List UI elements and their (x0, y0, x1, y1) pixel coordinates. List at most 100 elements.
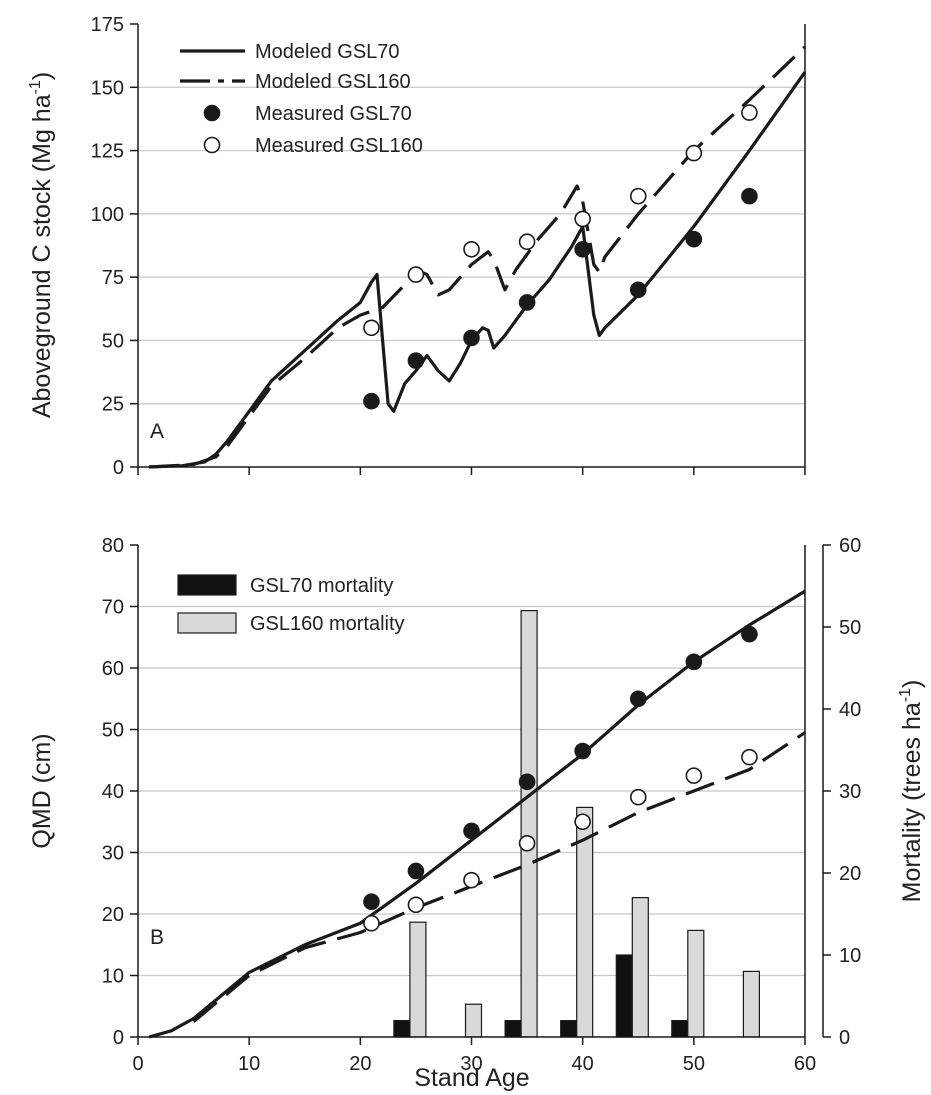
panel-b-y-tick-label: 30 (102, 843, 124, 865)
panel-b-x-tick-label: 20 (349, 1053, 371, 1075)
panel-a-y-axis-title-main: Aboveground C stock (Mg ha (28, 94, 56, 418)
panel-b-legend-swatch-0 (177, 574, 237, 596)
panel-b-series-2-point (463, 822, 480, 840)
panel-b-y-tick-label: 0 (113, 1027, 124, 1049)
panel-b: 0 10 20 30 40 50 60 70 80 0 10 20 30 40 50 60 0 10 20 30 40 5… (28, 535, 926, 1092)
panel-b-y-tick-label: 10 (102, 966, 124, 988)
panel-b-series-3-point (363, 914, 380, 932)
panel-b-right-y-tick-label: 60 (839, 535, 861, 557)
panel-a-legend-swatch-2 (203, 104, 221, 122)
panel-a-y-axis-title-sup: -1 (27, 80, 44, 94)
panel-b-series-3-point (463, 871, 480, 889)
panel-a-series-3-point (463, 240, 480, 258)
panel-a-series-3-point (363, 319, 380, 337)
panel-a-y-tick-label: 0 (113, 457, 124, 479)
panel-a-legend: Modeled GSL70 Modeled GSL160 Measured GSL7… (180, 41, 423, 157)
panel-a-y-tick-label: 25 (102, 394, 124, 416)
panel-b-series-3-point (741, 748, 758, 766)
panel-b-bar-gsl160 (520, 609, 538, 1038)
panel-a-series-3-point (574, 210, 591, 228)
panel-b-series-3-point (685, 767, 703, 784)
panel-a-axes: 0 25 50 75 100 125 150 175 (91, 14, 806, 479)
panel-a-legend-label-1: Modeled GSL160 (255, 71, 411, 93)
panel-a-series-3-point (629, 187, 647, 205)
panel-b-series-line-0 (148, 589, 806, 1039)
panel-a-series-line-1 (149, 45, 807, 469)
panel-a-series-3-point (518, 233, 536, 251)
panel-b-x-tick-label: 40 (572, 1053, 594, 1075)
panel-b-gridlines (138, 605, 805, 977)
panel-b-series-3-point (574, 813, 591, 831)
panel-b-x-tick-label: 50 (683, 1053, 705, 1075)
panel-a-series-2-point (574, 240, 591, 258)
panel-b-y-tick-label: 50 (102, 720, 124, 742)
panel-b-bar-gsl160 (687, 929, 705, 1038)
panel-b-bar-gsl160 (409, 921, 427, 1038)
panel-a-data (149, 45, 807, 469)
panel-a-y-axis-title-close: ) (28, 72, 56, 80)
panel-b-right-y-tick-label: 0 (839, 1027, 850, 1049)
panel-b-bars (393, 609, 761, 1038)
panel-a-y-tick-label: 150 (91, 77, 124, 99)
panel-b-data (148, 589, 806, 1039)
panel-a-series-line-0 (149, 71, 807, 469)
panel-b-bar-gsl70 (393, 1019, 411, 1038)
panel-b-right-y-tick-label: 10 (839, 945, 861, 967)
panel-a-label: A (150, 420, 164, 443)
panel-b-series-2-point (629, 690, 647, 708)
panel-b-y-tick-label: 80 (102, 535, 124, 557)
panel-b-series-2-point (685, 653, 703, 671)
panel-b-y-axis-title: QMD (cm) (28, 733, 56, 848)
panel-a-series-2-point (463, 329, 480, 347)
panel-a-y-tick-label: 100 (91, 204, 124, 226)
panel-b-series-2-point (363, 893, 380, 911)
panel-b-bar-gsl70 (615, 954, 633, 1038)
panel-b-legend-label-1: GSL160 mortality (250, 613, 405, 635)
panel-b-right-y-tick-label: 30 (839, 781, 861, 803)
panel-a-gridlines (138, 86, 805, 405)
panel-a-legend-label-2: Measured GSL70 (255, 103, 412, 125)
panel-a-series-3-point (407, 266, 425, 283)
panel-a-legend-label-0: Modeled GSL70 (255, 41, 400, 63)
panel-a-legend-label-3: Measured GSL160 (255, 135, 423, 157)
panel-a-series-2-point (518, 294, 536, 311)
panel-b-legend-label-0: GSL70 mortality (250, 575, 393, 597)
panel-b-series-3-point (629, 788, 647, 806)
panel-a-legend-swatch-3 (203, 136, 221, 154)
panel-a-y-tick-label: 175 (91, 14, 124, 36)
panel-b-bar-gsl70 (560, 1019, 578, 1038)
panel-b-right-y-axis-title: Mortality (trees ha-1) (897, 680, 926, 903)
panel-b-series-3-point (407, 896, 425, 914)
panel-b-bar-gsl70 (504, 1019, 522, 1038)
panel-a-y-axis-title: Aboveground C stock (Mg ha-1) (27, 72, 56, 418)
panel-a-series-2-point (741, 187, 758, 205)
panel-b-right-y-axis-title-sup: -1 (897, 688, 914, 702)
panel-b-series-2-point (518, 773, 536, 791)
panel-b-right-y-tick-label: 40 (839, 699, 861, 721)
panel-b-bar-gsl160 (464, 1003, 483, 1038)
panel-b-right-y-axis-title-main: Mortality (trees ha (898, 702, 926, 902)
panel-b-bar-gsl160 (742, 970, 761, 1038)
panel-b-series-2-point (574, 742, 591, 760)
panel-b-y-tick-label: 20 (102, 904, 124, 926)
panel-a-y-tick-label: 50 (102, 330, 124, 352)
panel-a-series-2-point (363, 392, 380, 410)
panel-b-legend-swatch-1 (177, 612, 237, 634)
panel-b-series-2-point (741, 625, 758, 643)
panel-b-bar-gsl160 (631, 896, 649, 1038)
panel-b-right-y-tick-label: 20 (839, 863, 861, 885)
panel-b-label: B (150, 926, 164, 949)
panel-b-axes: 0 10 20 30 40 50 60 70 80 0 10 20 30 40 50 60 0 10 20 30 40 5… (102, 535, 862, 1075)
panel-b-x-tick-label: 60 (794, 1053, 816, 1075)
panel-a-series-2-point (407, 352, 425, 369)
panel-b-legend: GSL70 mortality GSL160 mortality (177, 574, 405, 635)
panel-b-y-tick-label: 40 (102, 781, 124, 803)
panel-a-y-tick-label: 125 (91, 141, 124, 163)
panel-b-series-2-point (407, 862, 425, 880)
panel-b-x-axis-title: Stand Age (414, 1064, 529, 1092)
panel-b-right-y-axis-title-close: ) (898, 680, 926, 688)
panel-b-y-tick-label: 60 (102, 658, 124, 680)
panel-a-series-2-point (629, 281, 647, 299)
panel-a-y-tick-label: 75 (102, 267, 124, 289)
